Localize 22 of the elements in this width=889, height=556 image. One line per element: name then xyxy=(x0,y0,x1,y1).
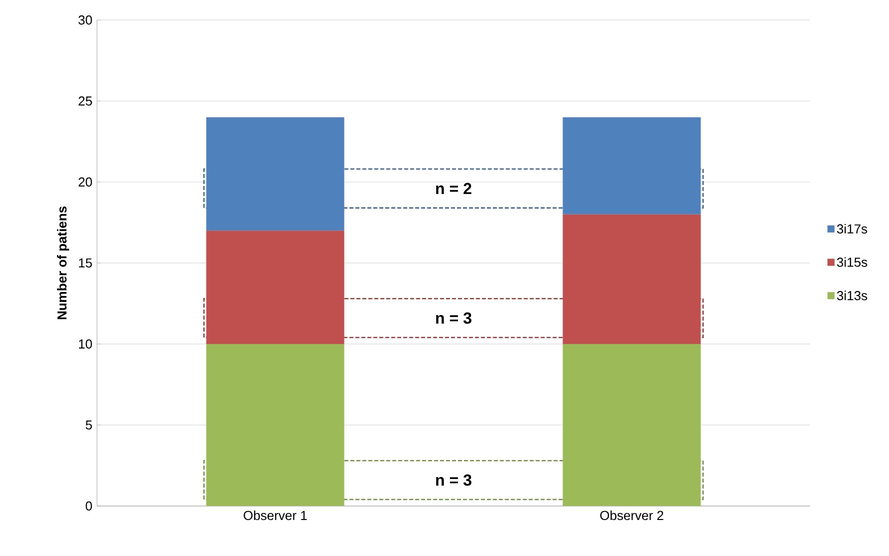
annotation: n = 2 xyxy=(436,182,472,194)
y-tick-label: 5 xyxy=(86,420,92,430)
y-tick-label: 0 xyxy=(86,501,92,511)
bar xyxy=(206,344,344,506)
annotation: n = 3 xyxy=(436,474,472,486)
x-tick-label: Observer 1 xyxy=(244,510,307,520)
bar xyxy=(206,117,344,231)
bar xyxy=(206,230,344,344)
bar xyxy=(562,344,701,506)
x-tick-label: Observer 2 xyxy=(600,510,664,520)
y-axis-title: Number of patiens xyxy=(57,206,70,320)
y-tick-label: 15 xyxy=(78,258,92,268)
annotation: n = 3 xyxy=(436,312,472,324)
bar xyxy=(562,214,701,344)
legend-label: 3i15s xyxy=(837,257,868,267)
y-tick-label: 30 xyxy=(78,15,92,25)
y-tick-label: 20 xyxy=(78,177,92,187)
bar xyxy=(562,117,701,214)
legend-label: 3i13s xyxy=(837,290,868,300)
legend-label: 3i17s xyxy=(837,224,868,234)
y-tick-label: 10 xyxy=(78,339,92,349)
y-tick-label: 25 xyxy=(78,96,92,106)
